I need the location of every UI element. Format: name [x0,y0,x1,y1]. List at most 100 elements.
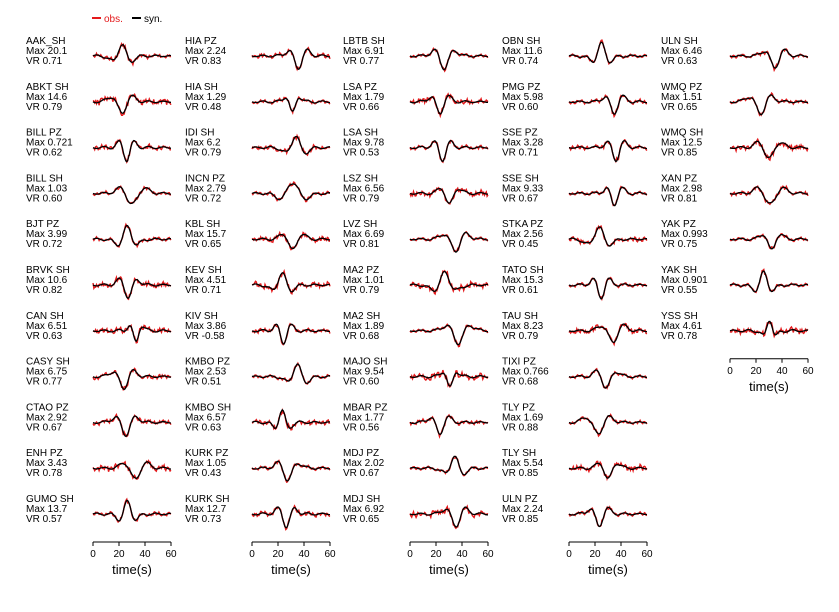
obs-waveform [729,48,809,73]
station-max: Max 6.91 [343,46,385,57]
syn-waveform [409,324,488,346]
station-name: BILL PZ [26,128,62,139]
station-name: CAN SH [26,311,64,322]
syn-waveform [409,187,488,204]
syn-waveform [568,506,647,528]
station-name: STKA PZ [502,219,543,230]
station-name: ULN SH [661,36,698,47]
station-vr: VR 0.83 [185,56,222,67]
station-vr: VR 0.63 [26,331,63,342]
x-tick-label: 0 [90,549,96,560]
syn-waveform [568,414,647,435]
station-name: XAN PZ [661,173,697,184]
station-vr: VR 0.71 [26,56,63,67]
station-vr: VR 0.71 [502,148,539,159]
station-max: Max 0.901 [661,275,708,286]
station-name: MA2 PZ [343,265,379,276]
station-max: Max 12.7 [185,504,227,515]
station-max: Max 2.24 [185,46,227,57]
station-max: Max 6.2 [185,138,221,149]
syn-waveform [568,226,647,247]
station-max: Max 3.28 [502,138,544,149]
station-max: Max 10.6 [26,275,68,286]
syn-waveform [409,48,488,71]
x-tick-label: 0 [566,549,572,560]
obs-waveform [568,413,648,438]
station-vr: VR 0.79 [185,148,222,159]
syn-waveform [251,363,331,385]
station-max: Max 15.7 [185,229,227,240]
x-tick-label: 0 [249,549,255,560]
station-name: LBTB SH [343,36,385,47]
syn-waveform [251,183,330,201]
obs-waveform [92,41,172,67]
station-name: TAU SH [502,311,538,322]
station-vr: VR 0.65 [661,102,698,113]
station-max: Max 6.92 [343,504,385,515]
x-tick-label: 20 [430,549,442,560]
station-vr: VR 0.79 [502,331,539,342]
obs-waveform [729,321,809,339]
obs-waveform [568,224,648,247]
obs-waveform [409,269,489,296]
station-name: TLY PZ [502,402,535,413]
x-tick-label: 40 [776,366,788,377]
station-name: YAK SH [661,265,697,276]
syn-waveform [92,499,171,522]
station-vr: VR 0.65 [343,514,380,525]
station-name: WMQ PZ [661,82,702,93]
station-max: Max 5.54 [502,458,544,469]
station-vr: VR 0.72 [185,193,222,204]
syn-waveform [568,139,647,163]
station-name: SSE PZ [502,128,538,139]
station-name: SSE SH [502,173,539,184]
station-max: Max 4.61 [661,321,703,332]
station-max: Max 6.57 [185,412,227,423]
station-max: Max 0.721 [26,138,73,149]
x-axis-label: time(s) [112,562,152,577]
syn-waveform [409,231,488,253]
station-max: Max 3.99 [26,229,68,240]
station-name: CTAO PZ [26,402,69,413]
syn-waveform [92,325,171,343]
x-tick-label: 20 [113,549,125,560]
station-name: OBN SH [502,36,540,47]
x-tick-label: 40 [298,549,310,560]
syn-waveform [409,415,488,436]
station-vr: VR 0.67 [343,468,380,479]
obs-waveform [568,138,648,164]
station-max: Max 9.33 [502,183,544,194]
station-name: KEV SH [185,265,222,276]
syn-waveform [568,462,647,479]
x-axis: 0 20 40 60 time(s) [249,541,336,577]
station-name: TLY SH [502,448,536,459]
obs-waveform [729,268,809,294]
obs-waveform [251,407,331,431]
station-name: ULN PZ [502,494,538,505]
x-axis-label: time(s) [271,562,311,577]
syn-waveform [251,97,330,113]
station-vr: VR 0.68 [343,331,380,342]
station-max: Max 1.77 [343,412,385,423]
syn-waveform [568,277,647,300]
obs-waveform [409,455,489,477]
station-vr: VR 0.51 [185,377,222,388]
